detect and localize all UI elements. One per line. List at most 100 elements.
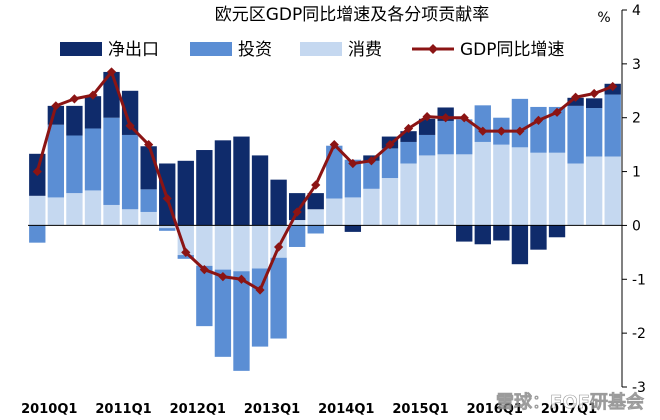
bar-consumption-2017Q2 <box>567 163 584 226</box>
bar-consumption-2012Q1 <box>177 225 194 256</box>
y-tick-label--1: -1 <box>632 272 646 288</box>
bar-consumption-2012Q4 <box>233 225 250 272</box>
bar-consumption-2017Q3 <box>585 156 603 226</box>
bar-consumption-2016Q3 <box>511 147 529 226</box>
legend-swatch-investment <box>190 42 232 56</box>
bar-consumption-2015Q4 <box>456 154 473 226</box>
bar-investment-2012Q2 <box>196 265 213 327</box>
gdp-point-2010Q1 <box>32 166 42 177</box>
bar-consumption-2011Q1 <box>103 204 120 226</box>
bar-net-exports-2015Q4 <box>456 225 473 242</box>
bar-consumption-2011Q3 <box>140 211 157 226</box>
bar-consumption-2015Q3 <box>437 154 454 226</box>
bar-net-exports-2012Q1 <box>177 160 194 226</box>
gdp-point-2016Q3 <box>515 126 525 136</box>
gdp-point-2011Q3 <box>144 140 154 150</box>
bar-consumption-2011Q4 <box>159 225 176 229</box>
gdp-line-layer <box>32 67 618 295</box>
bar-consumption-2014Q3 <box>363 188 380 226</box>
y-tick-label--2: -2 <box>632 326 646 342</box>
gdp-point-2015Q2 <box>422 112 432 122</box>
axes-layer: -3 -2 -1 0 1 2 3 4 2010Q1 2011Q1 2012Q1 2013Q1 2014Q… <box>21 3 646 417</box>
bar-investment-2013Q3 <box>288 225 306 247</box>
legend-label-gdp-growth: GDP同比增速 <box>460 40 565 60</box>
bar-investment-2010Q1 <box>29 225 46 243</box>
legend-swatch-net-exports <box>60 42 102 56</box>
bar-investment-2017Q3 <box>585 108 603 157</box>
bar-investment-2017Q1 <box>548 106 566 153</box>
bar-investment-2016Q4 <box>530 106 547 153</box>
x-tick-label-2015Q1: 2015Q1 <box>392 402 448 417</box>
bar-consumption-2017Q4 <box>604 156 621 226</box>
legend-label-investment: 投资 <box>238 40 272 60</box>
y-axis-unit: % <box>597 10 610 26</box>
gdp-point-2012Q1 <box>181 247 191 257</box>
bar-consumption-2010Q4 <box>84 190 102 226</box>
legend-swatch-consumption <box>300 42 342 56</box>
bar-consumption-2014Q2 <box>344 197 362 226</box>
gdp-point-2013Q3 <box>292 207 302 217</box>
gdp-point-2014Q4 <box>385 140 395 150</box>
gdp-point-2013Q2 <box>273 242 284 252</box>
bar-net-exports-2013Q3 <box>288 193 306 221</box>
bar-consumption-2012Q2 <box>196 225 213 266</box>
y-tick-label-3: 3 <box>632 57 641 73</box>
gdp-point-2015Q4 <box>459 113 469 123</box>
gdp-point-2010Q2 <box>51 101 61 111</box>
bar-net-exports-2015Q2 <box>418 118 436 135</box>
y-tick-label-1: 1 <box>632 165 641 181</box>
gdp-point-2013Q1 <box>255 285 265 295</box>
bar-consumption-2014Q1 <box>326 198 343 226</box>
bar-net-exports-2016Q3 <box>511 225 529 265</box>
legend-label-net-exports: 净出口 <box>108 40 159 60</box>
bar-consumption-2010Q1 <box>29 195 46 226</box>
y-tick-label--3: -3 <box>632 380 646 396</box>
gdp-point-2014Q3 <box>366 156 377 166</box>
bar-investment-2015Q2 <box>418 134 436 156</box>
gdp-point-2012Q3 <box>218 271 228 282</box>
bar-consumption-2013Q4 <box>307 209 324 226</box>
bar-investment-2013Q4 <box>307 225 324 234</box>
bar-investment-2017Q2 <box>567 105 584 164</box>
bar-net-exports-2017Q1 <box>548 225 566 238</box>
bar-consumption-2011Q2 <box>121 209 139 226</box>
bar-investment-2015Q4 <box>456 119 473 155</box>
bar-investment-2010Q4 <box>84 128 102 191</box>
y-tick-label-0: 0 <box>632 218 641 234</box>
gdp-point-2017Q3 <box>589 88 599 99</box>
x-tick-label-2012Q1: 2012Q1 <box>170 402 226 417</box>
bar-net-exports-2016Q2 <box>493 225 510 241</box>
bar-investment-2010Q3 <box>66 135 83 194</box>
gdp-point-2012Q2 <box>199 264 209 275</box>
bar-consumption-2013Q2 <box>270 225 287 258</box>
bar-net-exports-2016Q4 <box>530 225 547 250</box>
bar-investment-2011Q2 <box>121 134 139 210</box>
bar-net-exports-2013Q2 <box>270 179 287 226</box>
x-tick-label-2014Q1: 2014Q1 <box>318 402 374 417</box>
bar-consumption-2010Q3 <box>66 193 83 226</box>
bar-net-exports-2012Q3 <box>214 140 232 226</box>
bar-net-exports-2014Q2 <box>344 225 362 232</box>
x-tick-label-2016Q1: 2016Q1 <box>467 402 523 417</box>
bar-investment-2014Q4 <box>381 148 399 179</box>
bar-consumption-2013Q3 <box>288 220 306 226</box>
bar-investment-2015Q3 <box>437 120 454 155</box>
bar-consumption-2013Q1 <box>251 225 269 269</box>
bar-net-exports-2010Q3 <box>66 105 83 136</box>
bar-consumption-2016Q1 <box>474 141 491 226</box>
y-tick-label-2: 2 <box>632 111 641 127</box>
bar-investment-2011Q3 <box>140 189 157 212</box>
gdp-point-2017Q4 <box>608 81 618 92</box>
gdp-point-2013Q4 <box>311 180 321 190</box>
bar-net-exports-2016Q1 <box>474 225 491 245</box>
bar-net-exports-2017Q3 <box>585 98 603 109</box>
bar-investment-2015Q1 <box>400 141 417 164</box>
bar-net-exports-2015Q1 <box>400 131 417 142</box>
legend: 净出口 投资 消费 GDP同比增速 <box>60 40 565 60</box>
bar-investment-2013Q2 <box>270 257 287 339</box>
gdp-point-2014Q1 <box>329 140 339 150</box>
x-tick-label-2013Q1: 2013Q1 <box>244 402 300 417</box>
gdp-point-2016Q4 <box>533 115 544 126</box>
bar-net-exports-2010Q4 <box>84 96 102 129</box>
